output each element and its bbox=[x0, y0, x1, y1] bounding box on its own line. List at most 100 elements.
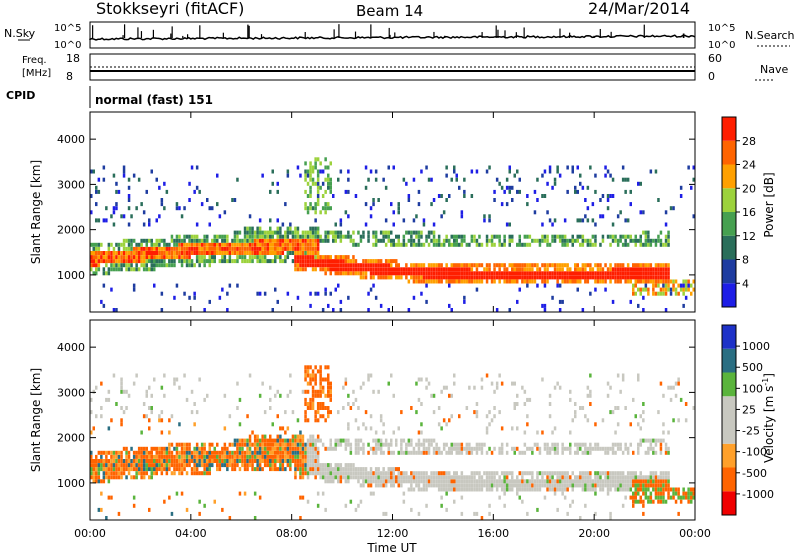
heatmap-cell bbox=[601, 418, 605, 423]
heatmap-cell bbox=[621, 475, 625, 480]
heatmap-cell bbox=[286, 450, 290, 455]
heatmap-cell bbox=[95, 454, 98, 459]
heatmap-cell bbox=[672, 283, 675, 288]
heatmap-cell bbox=[107, 389, 111, 394]
heatmap-cell bbox=[470, 450, 474, 455]
heatmap-cell bbox=[415, 471, 418, 476]
heatmap-cell bbox=[541, 271, 544, 276]
heatmap-cell bbox=[238, 251, 242, 255]
heatmap-cell bbox=[112, 206, 116, 211]
heatmap-cell bbox=[442, 238, 446, 243]
heatmap-cell bbox=[246, 459, 249, 463]
heatmap-cell bbox=[440, 389, 443, 394]
heatmap-cell bbox=[402, 267, 406, 272]
heatmap-cell bbox=[158, 259, 161, 264]
heatmap-cell bbox=[415, 279, 418, 284]
heatmap-cell bbox=[594, 279, 597, 284]
heatmap-cell bbox=[480, 516, 484, 520]
heatmap-cell bbox=[112, 459, 116, 463]
heatmap-cell bbox=[611, 471, 615, 476]
heatmap-cell bbox=[208, 251, 211, 255]
heatmap-cell bbox=[377, 259, 380, 264]
heatmap-cell bbox=[110, 259, 113, 264]
heatmap-cell bbox=[208, 263, 211, 268]
heatmap-cell bbox=[216, 173, 219, 178]
heatmap-cell bbox=[417, 479, 421, 484]
heatmap-cell bbox=[102, 467, 106, 472]
heatmap-cell bbox=[629, 471, 632, 476]
heatmap-cell bbox=[415, 234, 418, 239]
heatmap-cell bbox=[528, 263, 532, 268]
heatmap-cell bbox=[238, 450, 242, 455]
heatmap-cell bbox=[458, 414, 461, 419]
heatmap-cell bbox=[362, 259, 365, 264]
heatmap-cell bbox=[299, 263, 302, 268]
heatmap-cell bbox=[160, 418, 164, 423]
heatmap-cell bbox=[523, 267, 527, 272]
heatmap-cell bbox=[276, 299, 279, 304]
heatmap-cell bbox=[382, 422, 385, 427]
heatmap-cell bbox=[390, 467, 393, 472]
heatmap-cell bbox=[296, 450, 300, 455]
heatmap-cell bbox=[314, 246, 317, 251]
heatmap-cell bbox=[316, 157, 320, 162]
heatmap-cell bbox=[248, 255, 252, 260]
heatmap-cell bbox=[470, 487, 474, 492]
heatmap-cell bbox=[132, 475, 136, 480]
heatmap-cell bbox=[458, 450, 461, 455]
heatmap-cell bbox=[543, 234, 547, 239]
heatmap-cell bbox=[170, 238, 174, 243]
heatmap-cell bbox=[432, 279, 436, 284]
heatmap-cell bbox=[478, 279, 481, 284]
heatmap-cell bbox=[193, 246, 196, 251]
heatmap-cell bbox=[417, 471, 421, 476]
heatmap-cell bbox=[493, 242, 496, 247]
heatmap-cell bbox=[488, 275, 491, 280]
heatmap-cell bbox=[538, 483, 542, 488]
heatmap-cell bbox=[523, 389, 527, 394]
heatmap-cell bbox=[569, 279, 572, 284]
heatmap-cell bbox=[579, 479, 582, 484]
heatmap-cell bbox=[291, 459, 295, 463]
heatmap-cell bbox=[95, 218, 98, 223]
heatmap-cell bbox=[463, 234, 466, 239]
heatmap-cell bbox=[198, 189, 201, 194]
heatmap-cell bbox=[425, 450, 428, 455]
heatmap-cell bbox=[440, 495, 443, 500]
heatmap-cell bbox=[649, 267, 653, 272]
heatmap-cell bbox=[347, 177, 350, 182]
heatmap-cell bbox=[120, 263, 123, 268]
heatmap-cell bbox=[649, 242, 653, 247]
heatmap-cell bbox=[662, 483, 665, 488]
heatmap-cell bbox=[455, 173, 458, 178]
heatmap-cell bbox=[654, 275, 658, 280]
heatmap-cell bbox=[576, 234, 579, 239]
heatmap-cell bbox=[110, 471, 113, 476]
heatmap-cell bbox=[505, 267, 509, 272]
heatmap-cell bbox=[475, 169, 479, 174]
heatmap-cell bbox=[203, 255, 206, 260]
heatmap-cell bbox=[400, 271, 403, 276]
heatmap-cell bbox=[158, 263, 161, 268]
heatmap-cell bbox=[604, 483, 607, 488]
heatmap-cell bbox=[458, 479, 461, 484]
heatmap-cell bbox=[256, 230, 259, 235]
heatmap-cell bbox=[263, 259, 267, 264]
heatmap-cell bbox=[405, 475, 408, 480]
heatmap-cell bbox=[102, 218, 106, 223]
heatmap-cell bbox=[160, 263, 164, 268]
heatmap-cell bbox=[448, 194, 451, 198]
heatmap-cell bbox=[170, 255, 174, 260]
heatmap-cell bbox=[158, 246, 161, 251]
heatmap-cell bbox=[344, 189, 348, 194]
heatmap-cell bbox=[624, 483, 627, 488]
heatmap-cell bbox=[319, 475, 322, 480]
heatmap-cell bbox=[460, 234, 464, 239]
heatmap-cell bbox=[130, 214, 133, 219]
heatmap-cell bbox=[165, 454, 169, 459]
heatmap-cell bbox=[301, 463, 305, 468]
heatmap-cell bbox=[135, 263, 138, 268]
heatmap-cell bbox=[692, 279, 695, 284]
heatmap-cell bbox=[195, 410, 199, 415]
